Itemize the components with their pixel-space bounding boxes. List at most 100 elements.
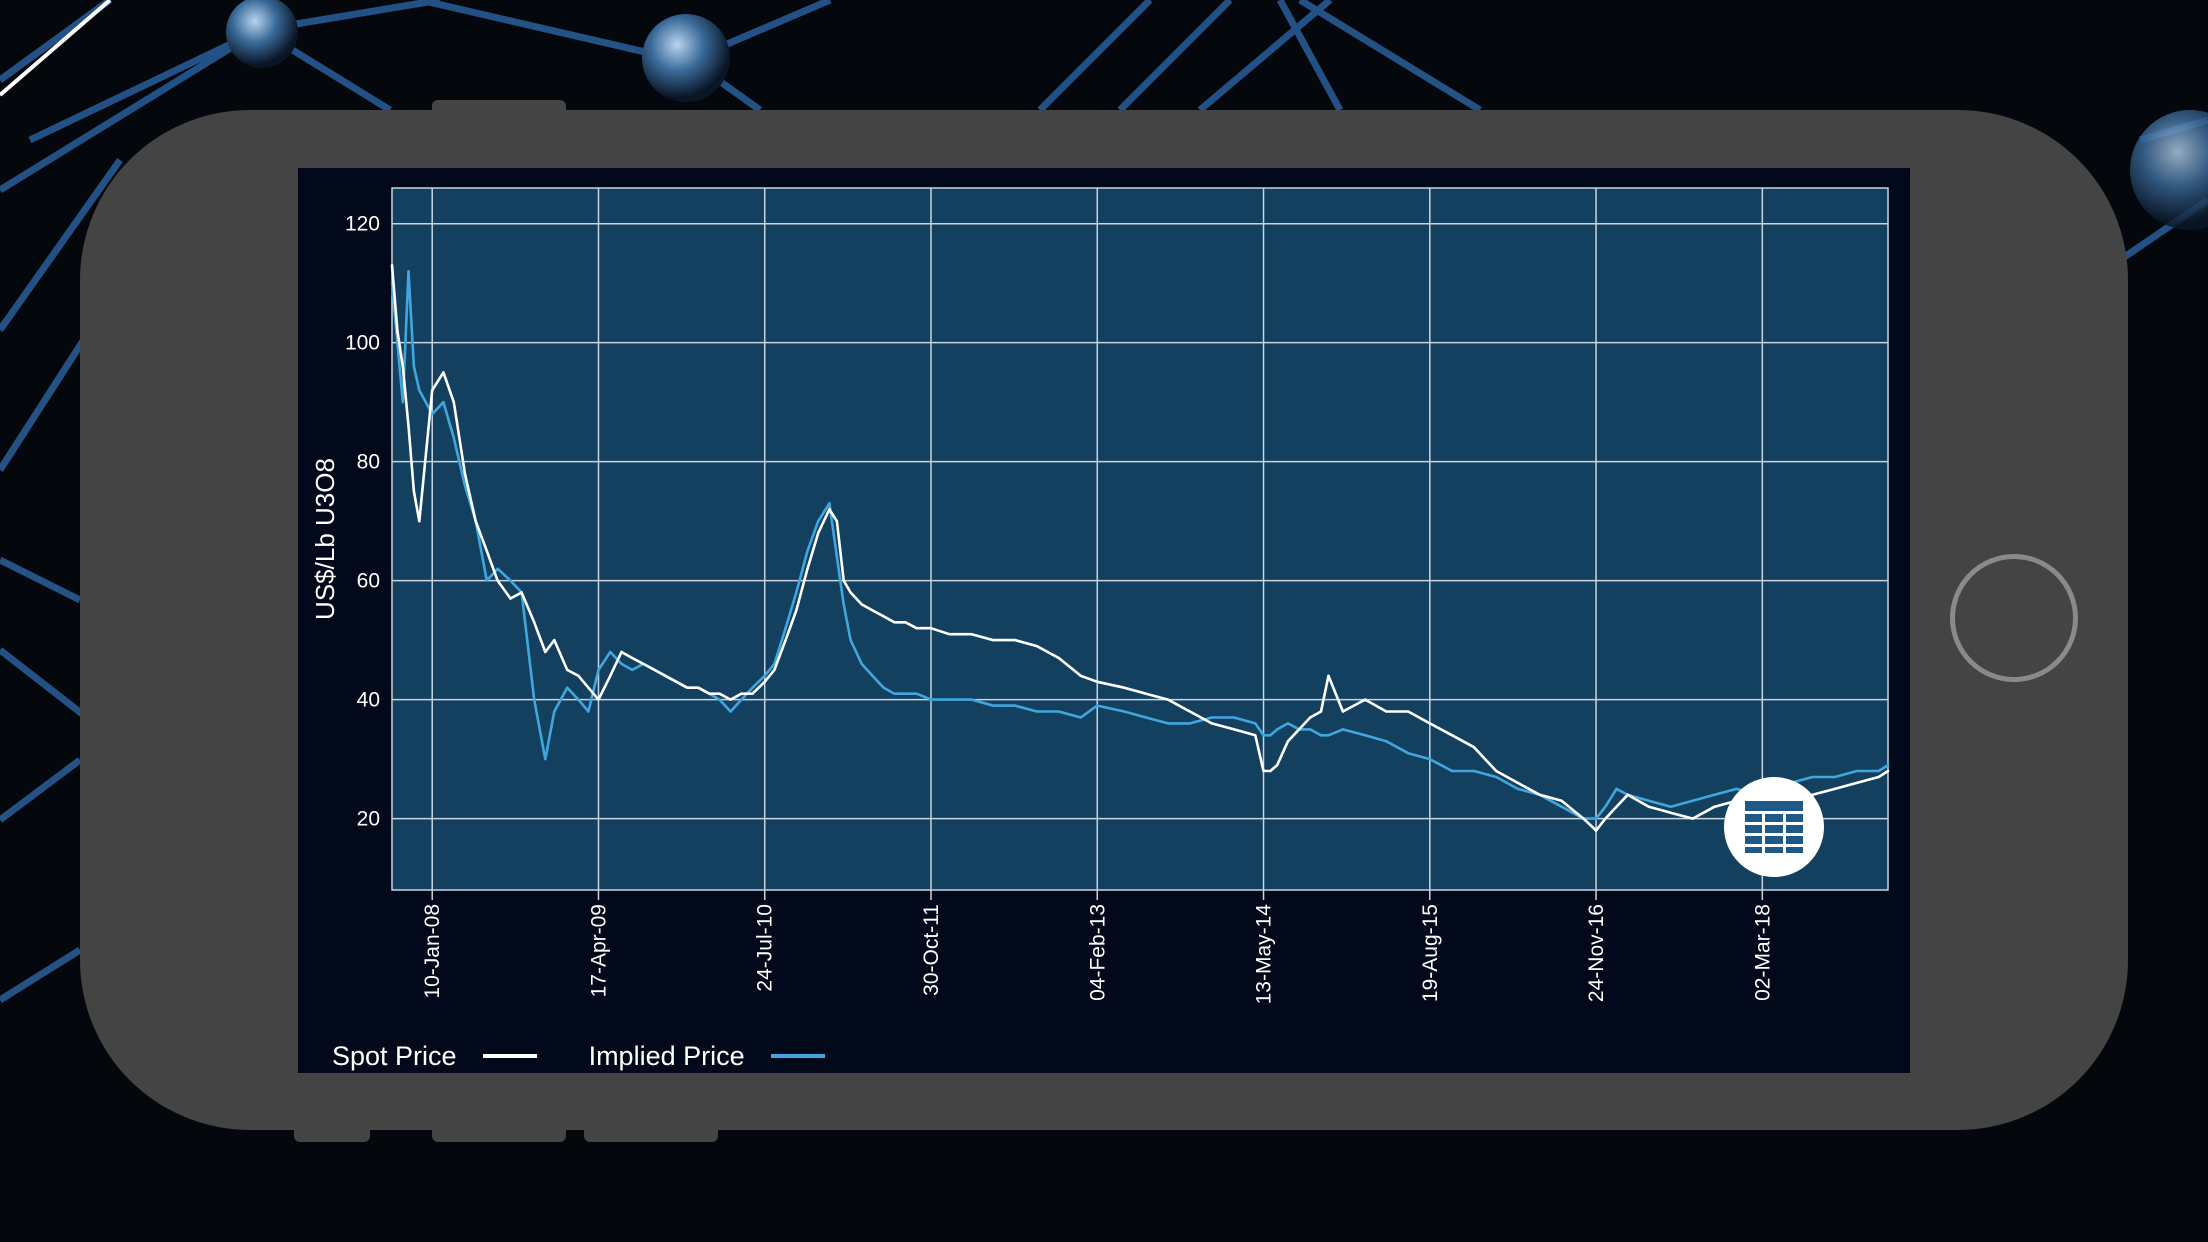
data-point-spot (431, 389, 434, 392)
data-point-implied (1516, 787, 1520, 791)
data-point-implied (1013, 704, 1017, 707)
data-point-spot (474, 520, 477, 523)
data-point-implied (729, 710, 732, 713)
data-point-implied (431, 412, 434, 416)
data-point-implied (1327, 734, 1330, 737)
data-point-spot (1341, 710, 1345, 713)
table-view-button[interactable] (1724, 777, 1824, 877)
y-tick-label: 20 (357, 808, 380, 831)
data-point-spot (412, 490, 416, 493)
data-point-implied (1615, 787, 1618, 791)
data-point-spot (509, 597, 512, 600)
data-point-spot (1144, 692, 1148, 695)
data-point-implied (1319, 734, 1323, 737)
y-tick-label: 80 (357, 451, 380, 474)
side-button-bottom-1 (294, 1120, 370, 1142)
data-point-spot (520, 591, 523, 594)
data-point-spot (390, 264, 394, 267)
data-point-spot (1886, 769, 1890, 773)
data-point-implied (544, 757, 547, 761)
data-point-spot (1166, 698, 1170, 701)
data-point-implied (463, 484, 467, 487)
data-point-implied (597, 668, 600, 672)
data-point-implied (806, 549, 809, 553)
data-point-spot (991, 638, 995, 642)
data-point-implied (860, 662, 863, 666)
data-point-implied (1594, 817, 1598, 820)
data-point-spot (904, 621, 907, 624)
data-point-spot (1647, 805, 1651, 808)
data-point-spot (915, 627, 918, 630)
data-point-implied (1057, 710, 1060, 713)
data-point-implied (485, 579, 488, 582)
data-point-spot (708, 692, 711, 695)
data-point-implied (1886, 763, 1890, 767)
data-point-spot (1210, 722, 1213, 725)
data-point-implied (828, 502, 831, 505)
data-point-implied (412, 365, 416, 368)
data-point-spot (893, 621, 896, 624)
data-point-spot (1516, 781, 1520, 785)
data-point-spot (1327, 674, 1330, 677)
data-point-implied (1262, 734, 1265, 737)
x-tick-label: 19-Aug-15 (1419, 904, 1442, 1002)
data-point-spot (1269, 769, 1272, 773)
data-point-implied (784, 627, 787, 630)
data-point-spot (1713, 805, 1716, 808)
table-grid-icon (1745, 801, 1803, 853)
data-point-implied (407, 270, 410, 273)
home-button[interactable] (1950, 554, 2078, 682)
y-tick-label: 100 (345, 332, 380, 355)
data-point-spot (1188, 710, 1192, 713)
data-point-implied (871, 674, 874, 677)
data-point-implied (929, 698, 933, 701)
data-point-spot (1560, 799, 1563, 802)
data-point-implied (1691, 799, 1694, 802)
plot-border (391, 187, 1889, 891)
data-point-spot (675, 680, 678, 683)
data-point-spot (929, 627, 933, 630)
data-point-implied (442, 401, 445, 404)
data-point-spot (1538, 793, 1541, 796)
data-point-spot (418, 520, 421, 523)
data-point-implied (577, 698, 580, 701)
data-point-spot (817, 531, 820, 535)
data-point-spot (597, 698, 600, 701)
data-point-spot (631, 656, 634, 660)
data-point-spot (828, 508, 831, 511)
data-point-implied (1276, 728, 1279, 731)
data-point-spot (1035, 644, 1039, 648)
data-point-spot (773, 668, 776, 672)
data-point-spot (806, 567, 809, 570)
data-point-implied (1079, 716, 1082, 719)
data-point-spot (1286, 740, 1290, 743)
data-point-spot (1096, 680, 1099, 683)
data-point-spot (544, 650, 547, 654)
data-point-implied (418, 389, 421, 392)
data-point-implied (817, 520, 820, 523)
data-point-implied (773, 662, 776, 666)
legend-swatch-spot (482, 1054, 537, 1058)
data-point-spot (1262, 769, 1265, 773)
data-point-implied (1309, 728, 1312, 731)
data-point-spot (566, 668, 569, 672)
x-axis-ticks: 10-Jan-08 17-Apr-09 24-Jul-10 30-Oct-11 04-F… (421, 890, 1774, 1004)
data-point-implied (835, 555, 839, 558)
grid-lines (391, 187, 1889, 891)
data-point-implied (882, 686, 885, 689)
data-point-spot (553, 638, 556, 642)
data-point-implied (533, 698, 536, 701)
data-point-implied (1735, 787, 1738, 791)
data-point-implied (1877, 769, 1880, 773)
x-tick-label: 04-Feb-13 (1086, 904, 1109, 1001)
data-point-implied (1495, 775, 1498, 779)
y-axis-ticks: 20 40 60 80 100 120 (345, 213, 380, 831)
data-point-implied (1210, 716, 1213, 719)
data-point-spot (1297, 728, 1301, 731)
data-point-implied (496, 567, 499, 570)
data-point-implied (1364, 734, 1367, 737)
data-point-implied (751, 686, 754, 689)
data-point-spot (463, 472, 467, 475)
data-point-spot (1428, 722, 1432, 725)
